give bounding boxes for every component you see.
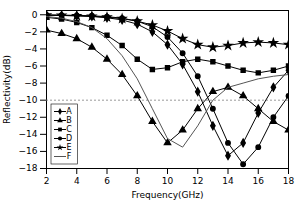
svg-text:4: 4 <box>74 176 80 186</box>
svg-text:−14: −14 <box>19 129 38 139</box>
svg-text:16: 16 <box>253 176 265 186</box>
svg-text:F: F <box>67 152 72 161</box>
svg-text:B: B <box>66 116 72 125</box>
svg-text:10: 10 <box>162 176 174 186</box>
svg-text:−6: −6 <box>24 61 38 71</box>
svg-text:6: 6 <box>104 176 110 186</box>
svg-text:−10: −10 <box>19 95 38 105</box>
svg-text:D: D <box>66 134 72 143</box>
svg-text:−16: −16 <box>19 146 38 156</box>
svg-text:−4: −4 <box>24 44 38 54</box>
svg-text:18: 18 <box>283 176 295 186</box>
svg-text:Reflectivity(dB): Reflectivity(dB) <box>2 55 12 124</box>
svg-text:8: 8 <box>134 176 140 186</box>
svg-text:−18: −18 <box>19 163 38 173</box>
svg-text:14: 14 <box>222 176 234 186</box>
svg-text:−12: −12 <box>19 112 38 122</box>
svg-text:−2: −2 <box>24 27 37 37</box>
svg-text:Frequency(GHz): Frequency(GHz) <box>132 190 204 200</box>
svg-text:E: E <box>66 143 71 152</box>
svg-text:A: A <box>66 107 72 116</box>
svg-text:2: 2 <box>44 176 50 186</box>
svg-text:C: C <box>66 125 72 134</box>
svg-text:12: 12 <box>192 176 203 186</box>
svg-text:−8: −8 <box>24 78 38 88</box>
svg-text:0: 0 <box>32 10 38 20</box>
